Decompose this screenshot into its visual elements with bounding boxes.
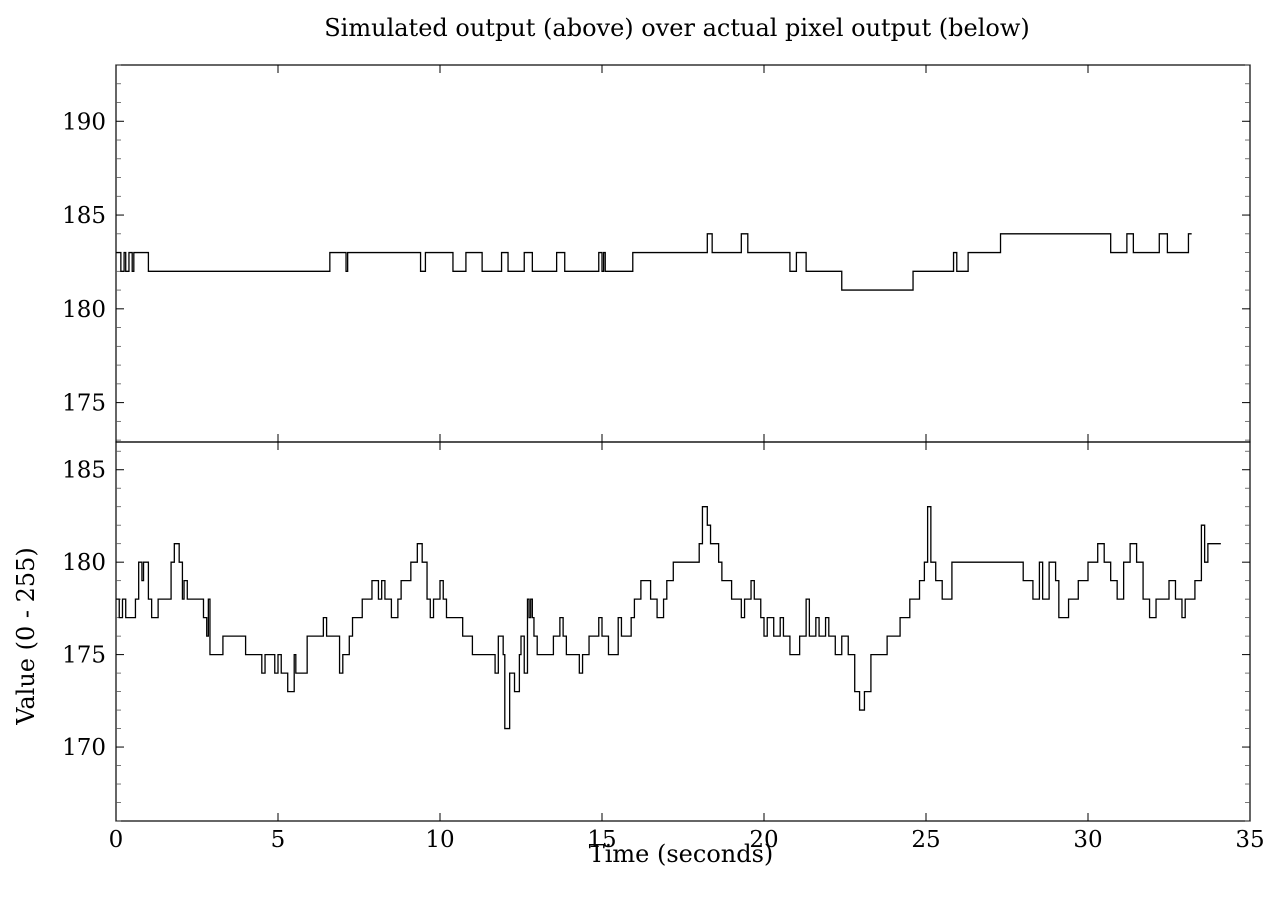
panel-actual: 170 175 180 185: [62, 441, 1251, 822]
y-tick-label: 180: [62, 550, 106, 576]
series-line: [116, 233, 1192, 291]
y-tick-label: 185: [62, 203, 106, 229]
x-axis: 0 5 10 15 20 25 30 35: [109, 827, 1265, 853]
y-axis-label: Value (0 - 255): [12, 547, 40, 726]
y-tick-label: 185: [62, 458, 106, 484]
chart-title: Simulated output (above) over actual pix…: [324, 14, 1030, 42]
y-tick-label: 190: [62, 109, 106, 135]
x-tick-label: 10: [425, 827, 454, 853]
y-tick-label: 170: [62, 735, 106, 761]
x-tick-label: 35: [1235, 827, 1264, 853]
x-tick-label: 15: [587, 827, 616, 853]
x-tick-label: 30: [1073, 827, 1102, 853]
panel-frame: [115, 441, 1251, 822]
x-axis-label: Time (seconds): [589, 840, 774, 868]
y-tick-label: 175: [62, 391, 106, 417]
x-tick-label: 5: [271, 827, 286, 853]
series-line: [116, 506, 1221, 730]
panel-simulated: 175 180 185 190: [62, 64, 1251, 443]
y-tick-label: 180: [62, 297, 106, 323]
panel-frame: [115, 64, 1251, 443]
x-tick-label: 0: [109, 827, 124, 853]
x-tick-label: 20: [749, 827, 778, 853]
x-tick-label: 25: [911, 827, 940, 853]
y-tick-label: 175: [62, 643, 106, 669]
